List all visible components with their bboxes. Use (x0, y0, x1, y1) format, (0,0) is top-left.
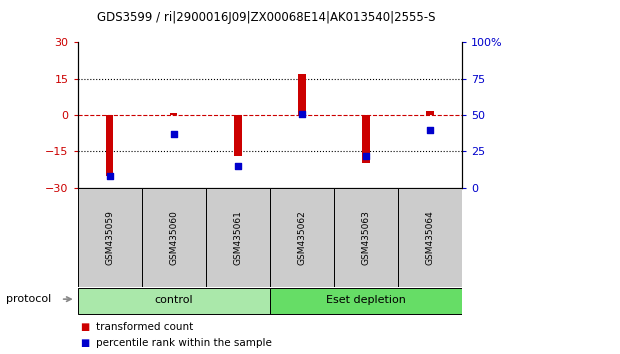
Text: GSM435062: GSM435062 (297, 210, 306, 264)
Bar (170, 113, 177, 115)
Text: GDS3599 / ri|2900016J09|ZX00068E14|AK013540|2555-S: GDS3599 / ri|2900016J09|ZX00068E14|AK013… (97, 11, 436, 24)
Text: Eset depletion: Eset depletion (326, 295, 405, 306)
Bar (206, 188, 270, 287)
Bar (334, 188, 398, 287)
Text: GSM435060: GSM435060 (169, 210, 178, 265)
Bar (398, 188, 462, 287)
Text: percentile rank within the sample: percentile rank within the sample (96, 338, 272, 348)
Text: GSM435063: GSM435063 (361, 210, 370, 265)
Point (169, 131, 179, 137)
Point (425, 127, 435, 132)
Text: ■: ■ (81, 322, 90, 332)
Bar (270, 288, 462, 314)
Bar (78, 288, 270, 314)
Bar (141, 188, 206, 287)
Bar (105, 115, 113, 176)
Point (105, 173, 115, 179)
Bar (426, 112, 434, 115)
Text: protocol: protocol (6, 294, 51, 304)
Text: transformed count: transformed count (96, 322, 193, 332)
Bar (234, 115, 242, 156)
Text: GSM435061: GSM435061 (233, 210, 242, 265)
Point (232, 163, 242, 169)
Bar (270, 188, 334, 287)
Bar (78, 188, 141, 287)
Text: GSM435059: GSM435059 (105, 210, 114, 265)
Text: ■: ■ (81, 338, 90, 348)
Bar (298, 74, 306, 115)
Point (297, 111, 307, 116)
Point (361, 153, 371, 159)
Bar (362, 115, 370, 164)
Text: GSM435064: GSM435064 (425, 210, 435, 264)
Text: control: control (154, 295, 193, 306)
